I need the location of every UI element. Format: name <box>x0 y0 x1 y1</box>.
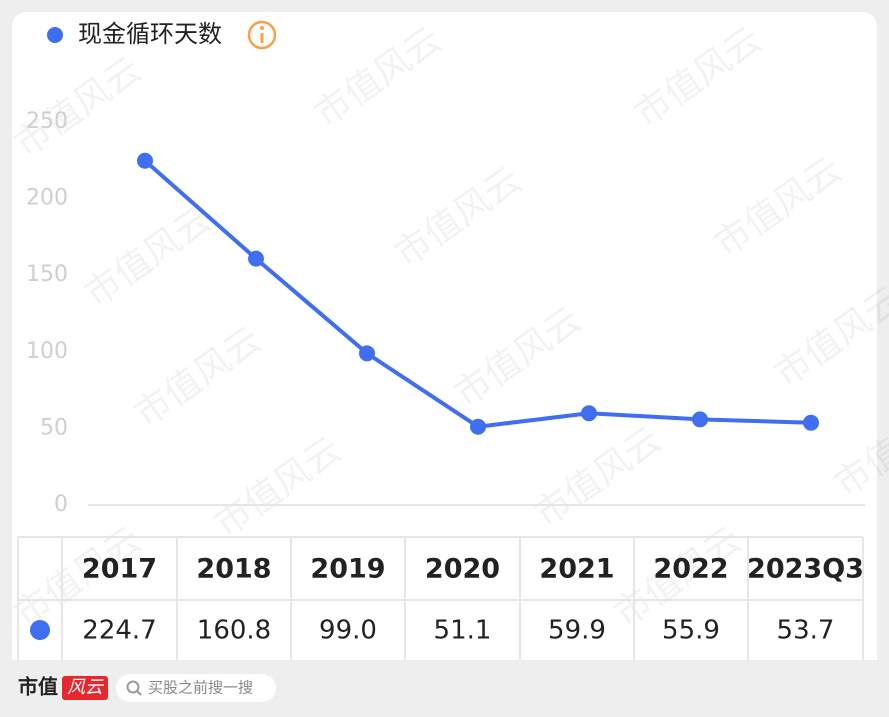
table-value: 53.7 <box>777 616 835 646</box>
legend-label: 现金循环天数 <box>78 20 222 48</box>
table-value: 99.0 <box>319 616 377 646</box>
table-header: 2018 <box>196 554 271 585</box>
logo-badge <box>62 676 108 700</box>
logo-text: 市值 <box>18 675 58 699</box>
table-value: 51.1 <box>434 616 492 646</box>
data-point <box>248 250 264 267</box>
data-point <box>359 345 375 362</box>
y-tick-label: 200 <box>26 186 68 211</box>
table-header: 2023Q3 <box>747 554 864 585</box>
y-tick-label: 250 <box>26 109 68 134</box>
table-value: 224.7 <box>82 616 156 646</box>
data-point <box>581 405 597 422</box>
table-header: 2019 <box>310 554 385 585</box>
table-value: 160.8 <box>197 616 271 646</box>
legend-marker <box>47 27 63 43</box>
data-point <box>803 414 819 431</box>
data-point <box>470 418 486 435</box>
table-legend-marker <box>30 620 50 640</box>
y-tick-label: 0 <box>54 492 68 517</box>
data-point <box>692 411 708 428</box>
info-icon[interactable] <box>247 20 277 50</box>
table-header: 2017 <box>82 554 157 585</box>
table-value: 59.9 <box>548 616 606 646</box>
search-icon-handle <box>136 690 142 696</box>
table-header: 2021 <box>539 554 614 585</box>
logo-badge-text: 风云 <box>67 677 105 698</box>
table-header: 2022 <box>653 554 728 585</box>
search-placeholder[interactable]: 买股之前搜一搜 <box>148 679 253 697</box>
table-value: 55.9 <box>662 616 720 646</box>
table-header: 2020 <box>425 554 500 585</box>
search-box[interactable] <box>116 674 276 702</box>
y-tick-label: 50 <box>40 415 68 440</box>
y-tick-label: 150 <box>26 262 68 287</box>
table-frame <box>17 536 864 660</box>
y-tick-label: 100 <box>26 339 68 364</box>
search-icon <box>126 680 140 694</box>
data-point <box>137 152 153 169</box>
